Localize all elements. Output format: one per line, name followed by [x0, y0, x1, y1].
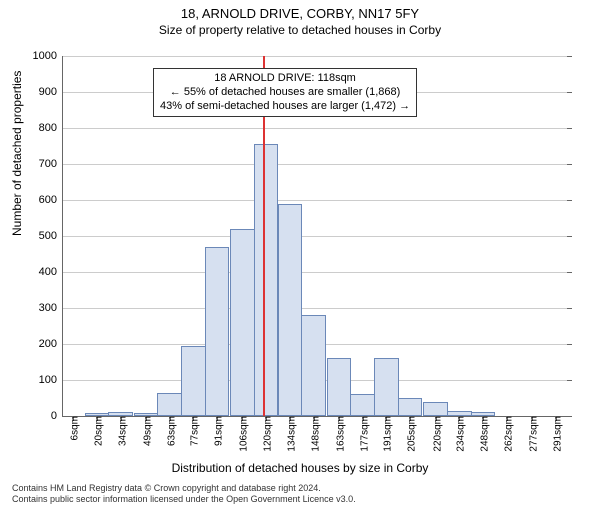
y-tick-mark	[567, 200, 572, 201]
histogram-bar	[423, 402, 448, 416]
histogram-bar	[254, 144, 279, 416]
histogram-bar	[157, 393, 182, 416]
chart-subtitle: Size of property relative to detached ho…	[0, 23, 600, 37]
histogram-bar	[278, 204, 303, 416]
x-tick-label: 77sqm	[186, 416, 201, 446]
y-axis-label: Number of detached properties	[10, 71, 24, 236]
x-tick-label: 134sqm	[282, 416, 297, 452]
x-tick-label: 277sqm	[525, 416, 540, 452]
y-tick-mark	[567, 308, 572, 309]
grid-line	[63, 164, 571, 165]
y-tick-mark	[567, 272, 572, 273]
y-tick-mark	[567, 92, 572, 93]
x-tick-label: 191sqm	[379, 416, 394, 452]
x-tick-label: 291sqm	[548, 416, 563, 452]
x-tick-label: 248sqm	[475, 416, 490, 452]
x-tick-label: 49sqm	[138, 416, 153, 446]
x-tick-label: 205sqm	[403, 416, 418, 452]
grid-line	[63, 200, 571, 201]
y-tick-label: 0	[51, 410, 63, 422]
y-tick-mark	[567, 164, 572, 165]
y-tick-mark	[567, 416, 572, 417]
y-tick-label: 200	[39, 338, 63, 350]
x-tick-label: 34sqm	[113, 416, 128, 446]
grid-line	[63, 128, 571, 129]
x-tick-label: 106sqm	[235, 416, 250, 452]
grid-line	[63, 56, 571, 57]
y-tick-label: 800	[39, 122, 63, 134]
histogram-bar	[398, 398, 423, 416]
grid-line	[63, 308, 571, 309]
x-tick-label: 63sqm	[162, 416, 177, 446]
histogram-bar	[205, 247, 230, 416]
footer-line2: Contains public sector information licen…	[12, 494, 356, 504]
grid-line	[63, 236, 571, 237]
y-tick-label: 500	[39, 230, 63, 242]
y-tick-mark	[567, 128, 572, 129]
grid-line	[63, 272, 571, 273]
histogram-bar	[350, 394, 375, 416]
x-tick-label: 120sqm	[259, 416, 274, 452]
x-tick-label: 220sqm	[428, 416, 443, 452]
annotation-line3: 43% of semi-detached houses are larger (…	[160, 100, 410, 114]
y-tick-label: 1000	[33, 50, 63, 62]
x-tick-label: 262sqm	[499, 416, 514, 452]
x-tick-label: 234sqm	[452, 416, 467, 452]
annotation-box: 18 ARNOLD DRIVE: 118sqm← 55% of detached…	[153, 68, 417, 117]
y-tick-label: 700	[39, 158, 63, 170]
footer-attribution: Contains HM Land Registry data © Crown c…	[12, 483, 356, 504]
x-tick-label: 163sqm	[332, 416, 347, 452]
footer-line1: Contains HM Land Registry data © Crown c…	[12, 483, 356, 493]
y-tick-label: 900	[39, 86, 63, 98]
x-tick-label: 20sqm	[89, 416, 104, 446]
x-tick-label: 177sqm	[355, 416, 370, 452]
y-tick-label: 600	[39, 194, 63, 206]
histogram-bar	[374, 358, 399, 416]
x-tick-label: 148sqm	[306, 416, 321, 452]
y-tick-label: 100	[39, 374, 63, 386]
x-axis-label: Distribution of detached houses by size …	[0, 461, 600, 475]
x-tick-label: 6sqm	[66, 416, 81, 440]
annotation-line2: ← 55% of detached houses are smaller (1,…	[160, 86, 410, 100]
histogram-bar	[301, 315, 326, 416]
y-tick-label: 400	[39, 266, 63, 278]
y-tick-mark	[567, 56, 572, 57]
plot-area: 0100200300400500600700800900100018 ARNOL…	[62, 56, 571, 417]
annotation-line1: 18 ARNOLD DRIVE: 118sqm	[160, 72, 410, 86]
histogram-bar	[181, 346, 206, 416]
x-tick-label: 91sqm	[210, 416, 225, 446]
y-tick-mark	[567, 344, 572, 345]
y-tick-mark	[567, 236, 572, 237]
chart-title: 18, ARNOLD DRIVE, CORBY, NN17 5FY	[0, 6, 600, 21]
y-tick-label: 300	[39, 302, 63, 314]
y-tick-mark	[567, 380, 572, 381]
histogram-bar	[230, 229, 255, 416]
histogram-bar	[327, 358, 352, 416]
